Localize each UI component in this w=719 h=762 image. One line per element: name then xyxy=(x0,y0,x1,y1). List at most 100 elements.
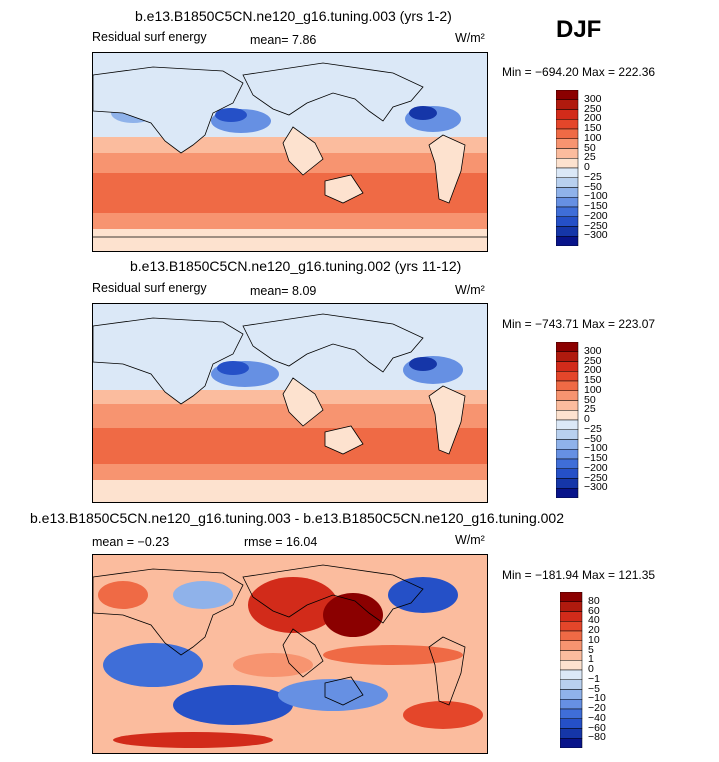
panel3-mean: mean = −0.23 xyxy=(92,535,170,549)
colorbar-tick-label: −5 xyxy=(588,682,600,695)
colorbar-tick-label: −200 xyxy=(584,461,608,474)
colorbar-swatch xyxy=(559,669,583,680)
panel1-units: W/m² xyxy=(455,31,485,45)
colorbar-swatch xyxy=(555,390,579,401)
colorbar-tick-label: −150 xyxy=(584,200,608,212)
colorbar-swatch xyxy=(555,138,579,149)
colorbar-swatch xyxy=(559,708,583,719)
colorbar-tick-label: 250 xyxy=(584,354,602,367)
colorbar-tick-label: 25 xyxy=(584,403,596,416)
panel2-colorbar-swatches xyxy=(555,341,579,499)
panel3-map xyxy=(92,554,488,754)
colorbar-tick-label: −10 xyxy=(588,692,606,705)
panel2-map xyxy=(92,303,488,503)
panel2-colorbar xyxy=(555,341,580,503)
colorbar-tick-label: −300 xyxy=(584,481,608,494)
colorbar-tick-label: 200 xyxy=(584,112,602,125)
colorbar-tick-label: −250 xyxy=(584,471,608,484)
panel1-title: b.e13.B1850C5CN.ne120_g16.tuning.003 (yr… xyxy=(135,8,452,24)
colorbar-tick-label: 10 xyxy=(588,633,600,646)
colorbar-swatch xyxy=(559,689,583,700)
colorbar-swatch xyxy=(559,601,583,612)
colorbar-swatch xyxy=(559,630,583,641)
season-label: DJF xyxy=(556,16,602,43)
colorbar-swatch xyxy=(559,679,583,690)
colorbar-tick-label: 50 xyxy=(584,393,596,406)
colorbar-swatch xyxy=(555,439,579,450)
colorbar-tick-label: 300 xyxy=(584,92,602,105)
panel2-title: b.e13.B1850C5CN.ne120_g16.tuning.002 (yr… xyxy=(130,258,462,274)
colorbar-swatch xyxy=(559,660,583,671)
colorbar-tick-label: −1 xyxy=(588,672,600,685)
panel2-variable: Residual surf energy xyxy=(92,281,207,295)
colorbar-tick-label: 100 xyxy=(584,131,602,144)
colorbar-tick-label: −25 xyxy=(584,170,602,183)
colorbar-swatch xyxy=(559,591,583,602)
panel1-mean: mean= 7.86 xyxy=(250,33,317,47)
colorbar-tick-label: 250 xyxy=(584,102,602,115)
colorbar-swatch xyxy=(559,621,583,632)
colorbar-swatch xyxy=(555,109,579,120)
colorbar-tick-label: −150 xyxy=(584,452,608,464)
colorbar-swatch xyxy=(555,236,579,247)
colorbar-tick-label: 150 xyxy=(584,122,602,134)
colorbar-swatch xyxy=(555,216,579,227)
colorbar-swatch xyxy=(555,488,579,499)
colorbar-swatch xyxy=(559,718,583,729)
colorbar-tick-label: 300 xyxy=(584,344,602,357)
panel3-minmax: Min = −181.94 Max = 121.35 xyxy=(502,568,656,582)
panel2-minmax: Min = −743.71 Max = 223.07 xyxy=(502,317,656,331)
panel3-title: b.e13.B1850C5CN.ne120_g16.tuning.003 - b… xyxy=(30,510,564,526)
colorbar-swatch xyxy=(555,478,579,489)
difference-patches xyxy=(98,577,483,748)
colorbar-tick-label: −25 xyxy=(584,422,602,435)
panel1-map xyxy=(92,52,488,252)
panel3-colorbar xyxy=(559,591,584,753)
panel2-mean: mean= 8.09 xyxy=(250,284,317,298)
panel3-units: W/m² xyxy=(455,533,485,547)
continents xyxy=(93,564,466,706)
colorbar-tick-label: 80 xyxy=(588,594,600,607)
colorbar-swatch xyxy=(559,611,583,622)
colorbar-swatch xyxy=(555,226,579,237)
colorbar-tick-label: 20 xyxy=(588,624,600,636)
colorbar-tick-label: −80 xyxy=(588,731,606,744)
colorbar-tick-label: −100 xyxy=(584,442,608,455)
colorbar-swatch xyxy=(555,158,579,169)
colorbar-swatch xyxy=(555,361,579,372)
colorbar-swatch xyxy=(555,89,579,100)
panel1-colorbar xyxy=(555,89,580,251)
panel1-minmax: Min = −694.20 Max = 222.36 xyxy=(502,65,656,79)
colorbar-tick-label: −40 xyxy=(588,711,606,724)
colorbar-tick-label: 150 xyxy=(584,374,602,386)
colorbar-swatch xyxy=(555,419,579,430)
colorbar-swatch xyxy=(559,728,583,739)
colorbar-tick-label: 0 xyxy=(588,663,594,675)
colorbar-swatch xyxy=(555,371,579,382)
colorbar-swatch xyxy=(555,128,579,139)
colorbar-tick-label: −300 xyxy=(584,229,608,242)
colorbar-swatch xyxy=(555,187,579,198)
panel1-colorbar-swatches xyxy=(555,89,579,247)
colorbar-swatch xyxy=(555,468,579,479)
colorbar-swatch xyxy=(559,738,583,749)
colorbar-swatch xyxy=(555,380,579,391)
colorbar-tick-label: 0 xyxy=(584,413,590,425)
colorbar-swatch xyxy=(555,341,579,352)
colorbar-swatch xyxy=(555,400,579,411)
colorbar-swatch xyxy=(555,99,579,110)
colorbar-tick-label: 40 xyxy=(588,614,600,627)
colorbar-tick-label: −100 xyxy=(584,190,608,203)
colorbar-tick-label: −50 xyxy=(584,180,602,193)
colorbar-tick-label: 200 xyxy=(584,364,602,377)
colorbar-swatch xyxy=(555,119,579,130)
colorbar-tick-label: 1 xyxy=(588,653,594,666)
colorbar-swatch xyxy=(555,429,579,440)
colorbar-tick-label: −20 xyxy=(588,702,606,714)
colorbar-tick-label: 25 xyxy=(584,151,596,164)
colorbar-swatch xyxy=(555,410,579,421)
colorbar-swatch xyxy=(559,650,583,661)
colorbar-swatch xyxy=(555,197,579,208)
colorbar-swatch xyxy=(555,177,579,188)
colorbar-swatch xyxy=(555,148,579,159)
